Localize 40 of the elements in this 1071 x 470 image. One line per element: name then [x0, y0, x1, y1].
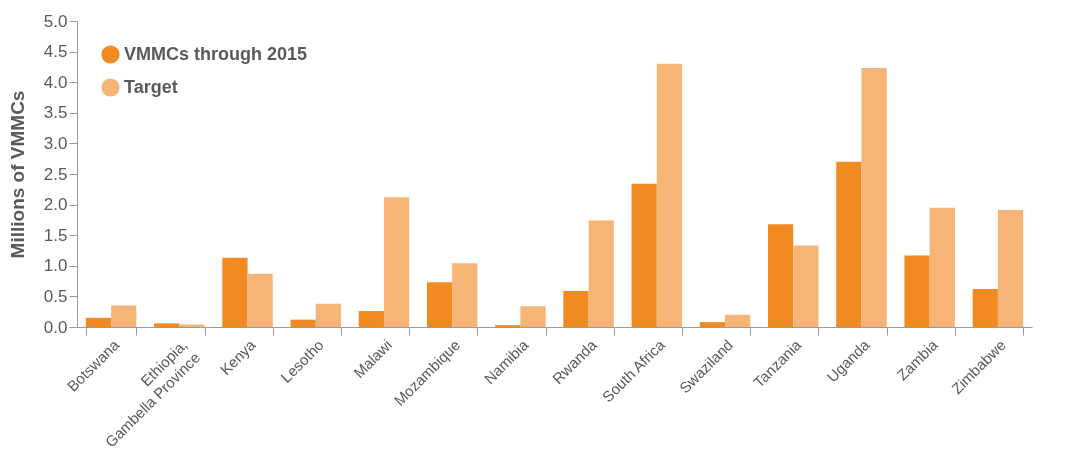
bar — [426, 282, 453, 327]
y-tick-label: 4.5 — [43, 42, 68, 62]
y-tick-label: 0.0 — [43, 317, 68, 337]
bar — [631, 183, 657, 327]
y-tick-label: 0.5 — [43, 286, 68, 306]
bar — [111, 305, 137, 327]
bar — [154, 323, 180, 327]
bar — [452, 263, 478, 327]
bar — [836, 161, 862, 327]
bar — [247, 273, 273, 327]
bar — [588, 220, 614, 327]
bar — [85, 317, 112, 327]
bar — [972, 289, 998, 327]
bar — [520, 306, 546, 327]
bar — [725, 314, 751, 327]
y-tick-label: 5.0 — [43, 11, 68, 31]
bar — [929, 207, 955, 327]
y-tick-label: 1.5 — [43, 225, 68, 245]
bar — [358, 311, 384, 327]
legend-label: VMMCs through 2015 — [124, 43, 308, 64]
bar — [997, 210, 1024, 327]
bar — [222, 257, 248, 327]
y-tick-label: 4.0 — [43, 72, 68, 92]
bar — [793, 245, 819, 327]
bar — [656, 63, 683, 327]
bar — [699, 322, 726, 327]
y-tick-label: 3.0 — [43, 133, 68, 153]
y-tick-label: 3.5 — [43, 103, 68, 123]
y-tick-label: 2.5 — [43, 164, 68, 184]
y-tick-label: 1.0 — [43, 256, 68, 276]
bar — [315, 303, 341, 327]
legend-label: Target — [124, 76, 178, 97]
y-axis-title: Millions of VMMCs — [6, 90, 28, 259]
bar — [768, 224, 794, 327]
bar — [383, 197, 410, 327]
bar — [904, 255, 930, 327]
bar — [861, 68, 887, 327]
bar — [290, 319, 316, 327]
y-tick-label: 2.0 — [43, 195, 68, 215]
bar — [563, 290, 589, 327]
